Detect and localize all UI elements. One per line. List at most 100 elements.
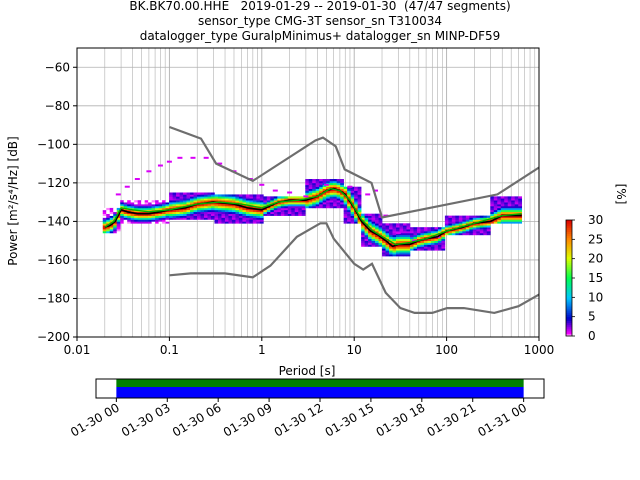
psd-cell bbox=[406, 254, 411, 257]
psd-cell bbox=[413, 234, 418, 238]
psd-cell bbox=[364, 238, 369, 241]
psd-cell bbox=[420, 231, 425, 234]
psd-cell bbox=[186, 204, 191, 207]
psd-cell bbox=[396, 232, 400, 236]
psd-cell bbox=[172, 202, 177, 205]
psd-cell bbox=[210, 211, 215, 214]
psd-cell bbox=[137, 200, 142, 203]
psd-cell bbox=[287, 205, 292, 209]
psd-cell bbox=[340, 180, 344, 184]
psd-cell bbox=[504, 200, 509, 203]
psd-cell bbox=[200, 194, 205, 197]
psd-cell bbox=[493, 207, 498, 211]
psd-cell bbox=[406, 227, 411, 230]
psd-cell bbox=[291, 213, 296, 216]
psd-cell bbox=[315, 198, 320, 201]
psd-cell bbox=[441, 244, 446, 247]
psd-cell bbox=[458, 231, 463, 234]
psd-cell bbox=[183, 213, 187, 216]
psd-cell bbox=[507, 198, 512, 201]
psd-cell bbox=[507, 221, 512, 224]
psd-cell bbox=[507, 205, 512, 209]
psd-cell bbox=[490, 215, 495, 218]
colorbar-segment bbox=[566, 220, 572, 223]
psd-cell bbox=[392, 246, 397, 249]
psd-cell bbox=[252, 211, 257, 214]
psd-cell bbox=[469, 215, 474, 218]
psd-cell bbox=[224, 196, 229, 199]
psd-cell bbox=[116, 229, 121, 232]
psd-cell bbox=[493, 200, 498, 203]
psd-cell bbox=[343, 190, 348, 193]
psd-cell bbox=[134, 221, 138, 224]
psd-cell bbox=[451, 215, 456, 218]
psd-cell bbox=[497, 213, 502, 216]
psd-cell bbox=[151, 204, 156, 207]
psd-cell bbox=[472, 215, 477, 218]
psd-cell bbox=[371, 229, 376, 232]
psd-cell bbox=[224, 215, 229, 218]
psd-cell bbox=[231, 209, 236, 213]
psd-cell bbox=[514, 207, 519, 211]
psd-cell bbox=[165, 205, 170, 209]
psd-sparse-cell bbox=[272, 189, 278, 192]
psd-cell bbox=[102, 219, 107, 222]
psd-cell bbox=[511, 217, 516, 220]
psd-cell bbox=[204, 213, 208, 216]
psd-cell bbox=[144, 221, 149, 224]
psd-cell bbox=[333, 204, 337, 207]
colorbar-segment bbox=[566, 301, 572, 304]
psd-cell bbox=[340, 179, 344, 182]
psd-cell bbox=[144, 205, 149, 209]
psd-cell bbox=[266, 213, 271, 216]
y-tick-label: −140 bbox=[37, 214, 70, 228]
psd-cell bbox=[130, 209, 135, 213]
psd-cell bbox=[235, 209, 240, 213]
colorbar-segment bbox=[566, 279, 572, 283]
colorbar-segment bbox=[566, 324, 572, 327]
psd-cell bbox=[217, 204, 222, 207]
psd-cell bbox=[242, 221, 247, 224]
psd-cell bbox=[210, 204, 215, 207]
psd-cell bbox=[270, 209, 275, 213]
psd-cell bbox=[245, 196, 250, 199]
psd-cell bbox=[155, 217, 159, 220]
colorbar-segment bbox=[566, 231, 572, 234]
psd-cell bbox=[228, 219, 233, 222]
psd-cell bbox=[151, 202, 156, 205]
psd-cell bbox=[347, 207, 351, 211]
psd-cell bbox=[462, 219, 467, 222]
y-tick-label: −160 bbox=[37, 253, 70, 267]
psd-cell bbox=[329, 190, 334, 193]
psd-cell bbox=[462, 229, 467, 232]
psd-cell bbox=[172, 204, 177, 207]
psd-cell bbox=[284, 196, 289, 199]
psd-cell bbox=[497, 204, 502, 207]
psd-cell bbox=[238, 202, 243, 205]
psd-cell bbox=[493, 211, 498, 214]
psd-cell bbox=[172, 196, 177, 199]
psd-cell bbox=[399, 236, 404, 240]
psd-cell bbox=[130, 205, 135, 209]
psd-cell bbox=[165, 207, 170, 211]
psd-cell bbox=[270, 207, 275, 211]
psd-cell bbox=[294, 207, 299, 211]
psd-cell bbox=[483, 232, 488, 236]
psd-cell bbox=[162, 217, 166, 220]
psd-cell bbox=[284, 213, 289, 216]
psd-cell bbox=[511, 221, 516, 224]
colorbar-segment bbox=[566, 283, 572, 287]
psd-cell bbox=[162, 200, 166, 203]
psd-cell bbox=[490, 209, 495, 213]
psd-cell bbox=[423, 231, 428, 234]
psd-cell bbox=[409, 229, 414, 232]
psd-cell bbox=[259, 215, 264, 218]
psd-cell bbox=[354, 192, 358, 195]
psd-cell bbox=[336, 205, 341, 209]
psd-cell bbox=[231, 200, 236, 203]
psd-cell bbox=[462, 231, 467, 234]
colorbar-segment bbox=[566, 272, 572, 275]
psd-cell bbox=[221, 213, 226, 216]
psd-cell bbox=[476, 219, 481, 222]
psd-cell bbox=[416, 248, 421, 251]
